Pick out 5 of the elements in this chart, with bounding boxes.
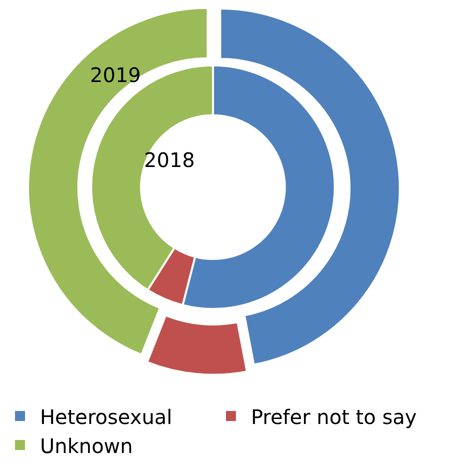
slice-label: 2019 [90,63,141,87]
legend-label: Heterosexual [40,404,172,429]
slice-label: 2018 [144,148,195,172]
legend-label: Prefer not to say [250,404,417,429]
legend-label: Unknown [40,434,133,458]
